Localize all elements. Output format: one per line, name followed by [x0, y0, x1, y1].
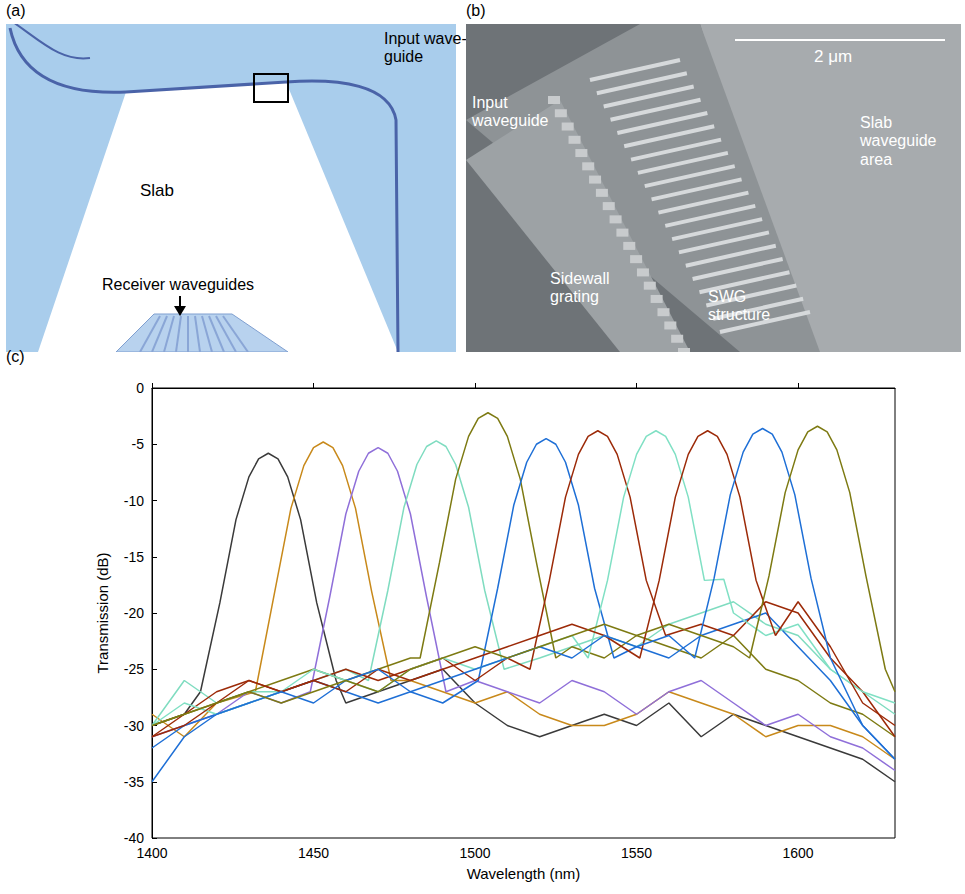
- svg-text:Slabwaveguidearea: Slabwaveguidearea: [859, 114, 937, 168]
- svg-text:-35: -35: [124, 774, 144, 790]
- svg-text:SWGstructure: SWGstructure: [708, 288, 770, 323]
- svg-text:(c): (c): [6, 348, 25, 365]
- svg-text:1500: 1500: [459, 845, 490, 861]
- svg-text:1450: 1450: [298, 845, 329, 861]
- svg-text:-25: -25: [124, 661, 144, 677]
- svg-text:(b): (b): [466, 2, 486, 19]
- svg-text:Sidewallgrating: Sidewallgrating: [550, 270, 610, 305]
- svg-text:Slab: Slab: [140, 181, 174, 200]
- svg-text:Input wave-guide: Input wave-guide: [384, 30, 467, 65]
- svg-text:-40: -40: [124, 830, 144, 846]
- svg-text:Wavelength (nm): Wavelength (nm): [467, 865, 581, 882]
- svg-text:2 μm: 2 μm: [814, 47, 852, 66]
- svg-text:Transmission (dB): Transmission (dB): [94, 552, 111, 673]
- svg-text:-20: -20: [124, 605, 144, 621]
- svg-text:-15: -15: [124, 549, 144, 565]
- svg-text:1400: 1400: [136, 845, 167, 861]
- svg-text:1600: 1600: [783, 845, 814, 861]
- svg-text:(a): (a): [6, 2, 26, 19]
- svg-text:1550: 1550: [621, 845, 652, 861]
- svg-text:Receiver waveguides: Receiver waveguides: [102, 276, 254, 293]
- svg-text:Inputwaveguide: Inputwaveguide: [471, 94, 549, 129]
- svg-text:-30: -30: [124, 718, 144, 734]
- svg-text:-5: -5: [132, 436, 145, 452]
- svg-text:0: 0: [136, 380, 144, 396]
- svg-text:-10: -10: [124, 493, 144, 509]
